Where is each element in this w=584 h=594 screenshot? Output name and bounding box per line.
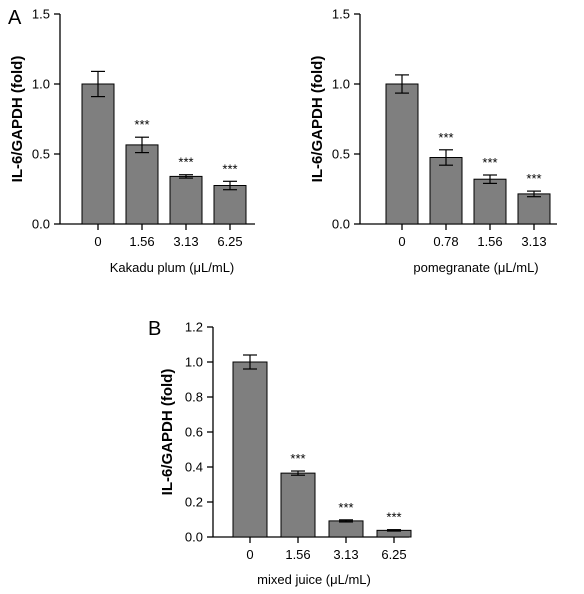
y-axis-label: IL-6/GAPDH (fold) xyxy=(159,369,176,496)
y-tick-label: 0.0 xyxy=(32,217,50,232)
bar xyxy=(385,83,419,225)
x-axis-label: pomegranate (μL/mL) xyxy=(413,260,538,275)
chart-panel-3: B 0.0 0.2 0.4 0.6 0.8 1.0 1.2 0 1.56 *** 3.13 *** 6.2… xyxy=(148,318,412,587)
y-tick-label: 1.2 xyxy=(185,320,203,335)
y-tick-label: 0.5 xyxy=(332,147,350,162)
bar xyxy=(232,361,268,538)
bar xyxy=(473,178,507,225)
bar xyxy=(328,520,364,538)
bar xyxy=(125,144,159,225)
y-tick-label: 1.5 xyxy=(332,7,350,22)
x-tick-label: 3.13 xyxy=(173,234,198,249)
significance-label: *** xyxy=(178,155,193,170)
panel-letter: A xyxy=(8,7,22,29)
y-tick-label: 0.6 xyxy=(185,425,203,440)
x-tick-label: 1.56 xyxy=(477,234,502,249)
significance-label: *** xyxy=(222,161,237,176)
bar xyxy=(81,83,115,225)
y-tick-label: 0.0 xyxy=(332,217,350,232)
x-tick-label: 0.78 xyxy=(433,234,458,249)
significance-label: *** xyxy=(338,500,353,515)
bar xyxy=(429,157,463,225)
y-tick-label: 0.4 xyxy=(185,460,203,475)
panel-letter: B xyxy=(148,318,161,340)
significance-label: *** xyxy=(134,117,149,132)
x-tick-label: 6.25 xyxy=(381,547,406,562)
y-tick-label: 1.0 xyxy=(32,77,50,92)
x-axis-label: mixed juice (μL/mL) xyxy=(257,572,371,587)
y-tick-label: 0.0 xyxy=(185,530,203,545)
x-tick-label: 3.13 xyxy=(333,547,358,562)
significance-label: *** xyxy=(386,510,401,525)
significance-label: *** xyxy=(438,130,453,145)
y-tick-label: 1.0 xyxy=(185,355,203,370)
x-tick-label: 0 xyxy=(398,234,405,249)
y-tick-label: 0.2 xyxy=(185,495,203,510)
bar xyxy=(517,193,551,225)
y-tick-label: 0.5 xyxy=(32,147,50,162)
x-tick-label: 1.56 xyxy=(285,547,310,562)
x-axis-label: Kakadu plum (μL/mL) xyxy=(110,260,235,275)
y-axis-label: IL-6/GAPDH (fold) xyxy=(309,56,326,183)
bar xyxy=(280,472,316,538)
significance-label: *** xyxy=(526,171,541,186)
bar xyxy=(213,185,247,225)
significance-label: *** xyxy=(290,451,305,466)
x-tick-label: 0 xyxy=(94,234,101,249)
y-axis-label: IL-6/GAPDH (fold) xyxy=(9,56,26,183)
x-tick-label: 1.56 xyxy=(129,234,154,249)
x-tick-label: 0 xyxy=(246,547,253,562)
x-tick-label: 3.13 xyxy=(521,234,546,249)
y-tick-label: 1.0 xyxy=(332,77,350,92)
chart-panel-1: A 0.0 0.5 1.0 1.5 0 1.56 *** 3.13 *** 6.25 *** Kakad… xyxy=(8,7,255,275)
x-tick-label: 6.25 xyxy=(217,234,242,249)
y-tick-label: 0.8 xyxy=(185,390,203,405)
y-tick-label: 1.5 xyxy=(32,7,50,22)
bar xyxy=(169,175,203,225)
chart-panel-2: 0.0 0.5 1.0 1.5 0 0.78 *** 1.56 *** 3.13 *** pomegr… xyxy=(309,7,557,275)
significance-label: *** xyxy=(482,155,497,170)
